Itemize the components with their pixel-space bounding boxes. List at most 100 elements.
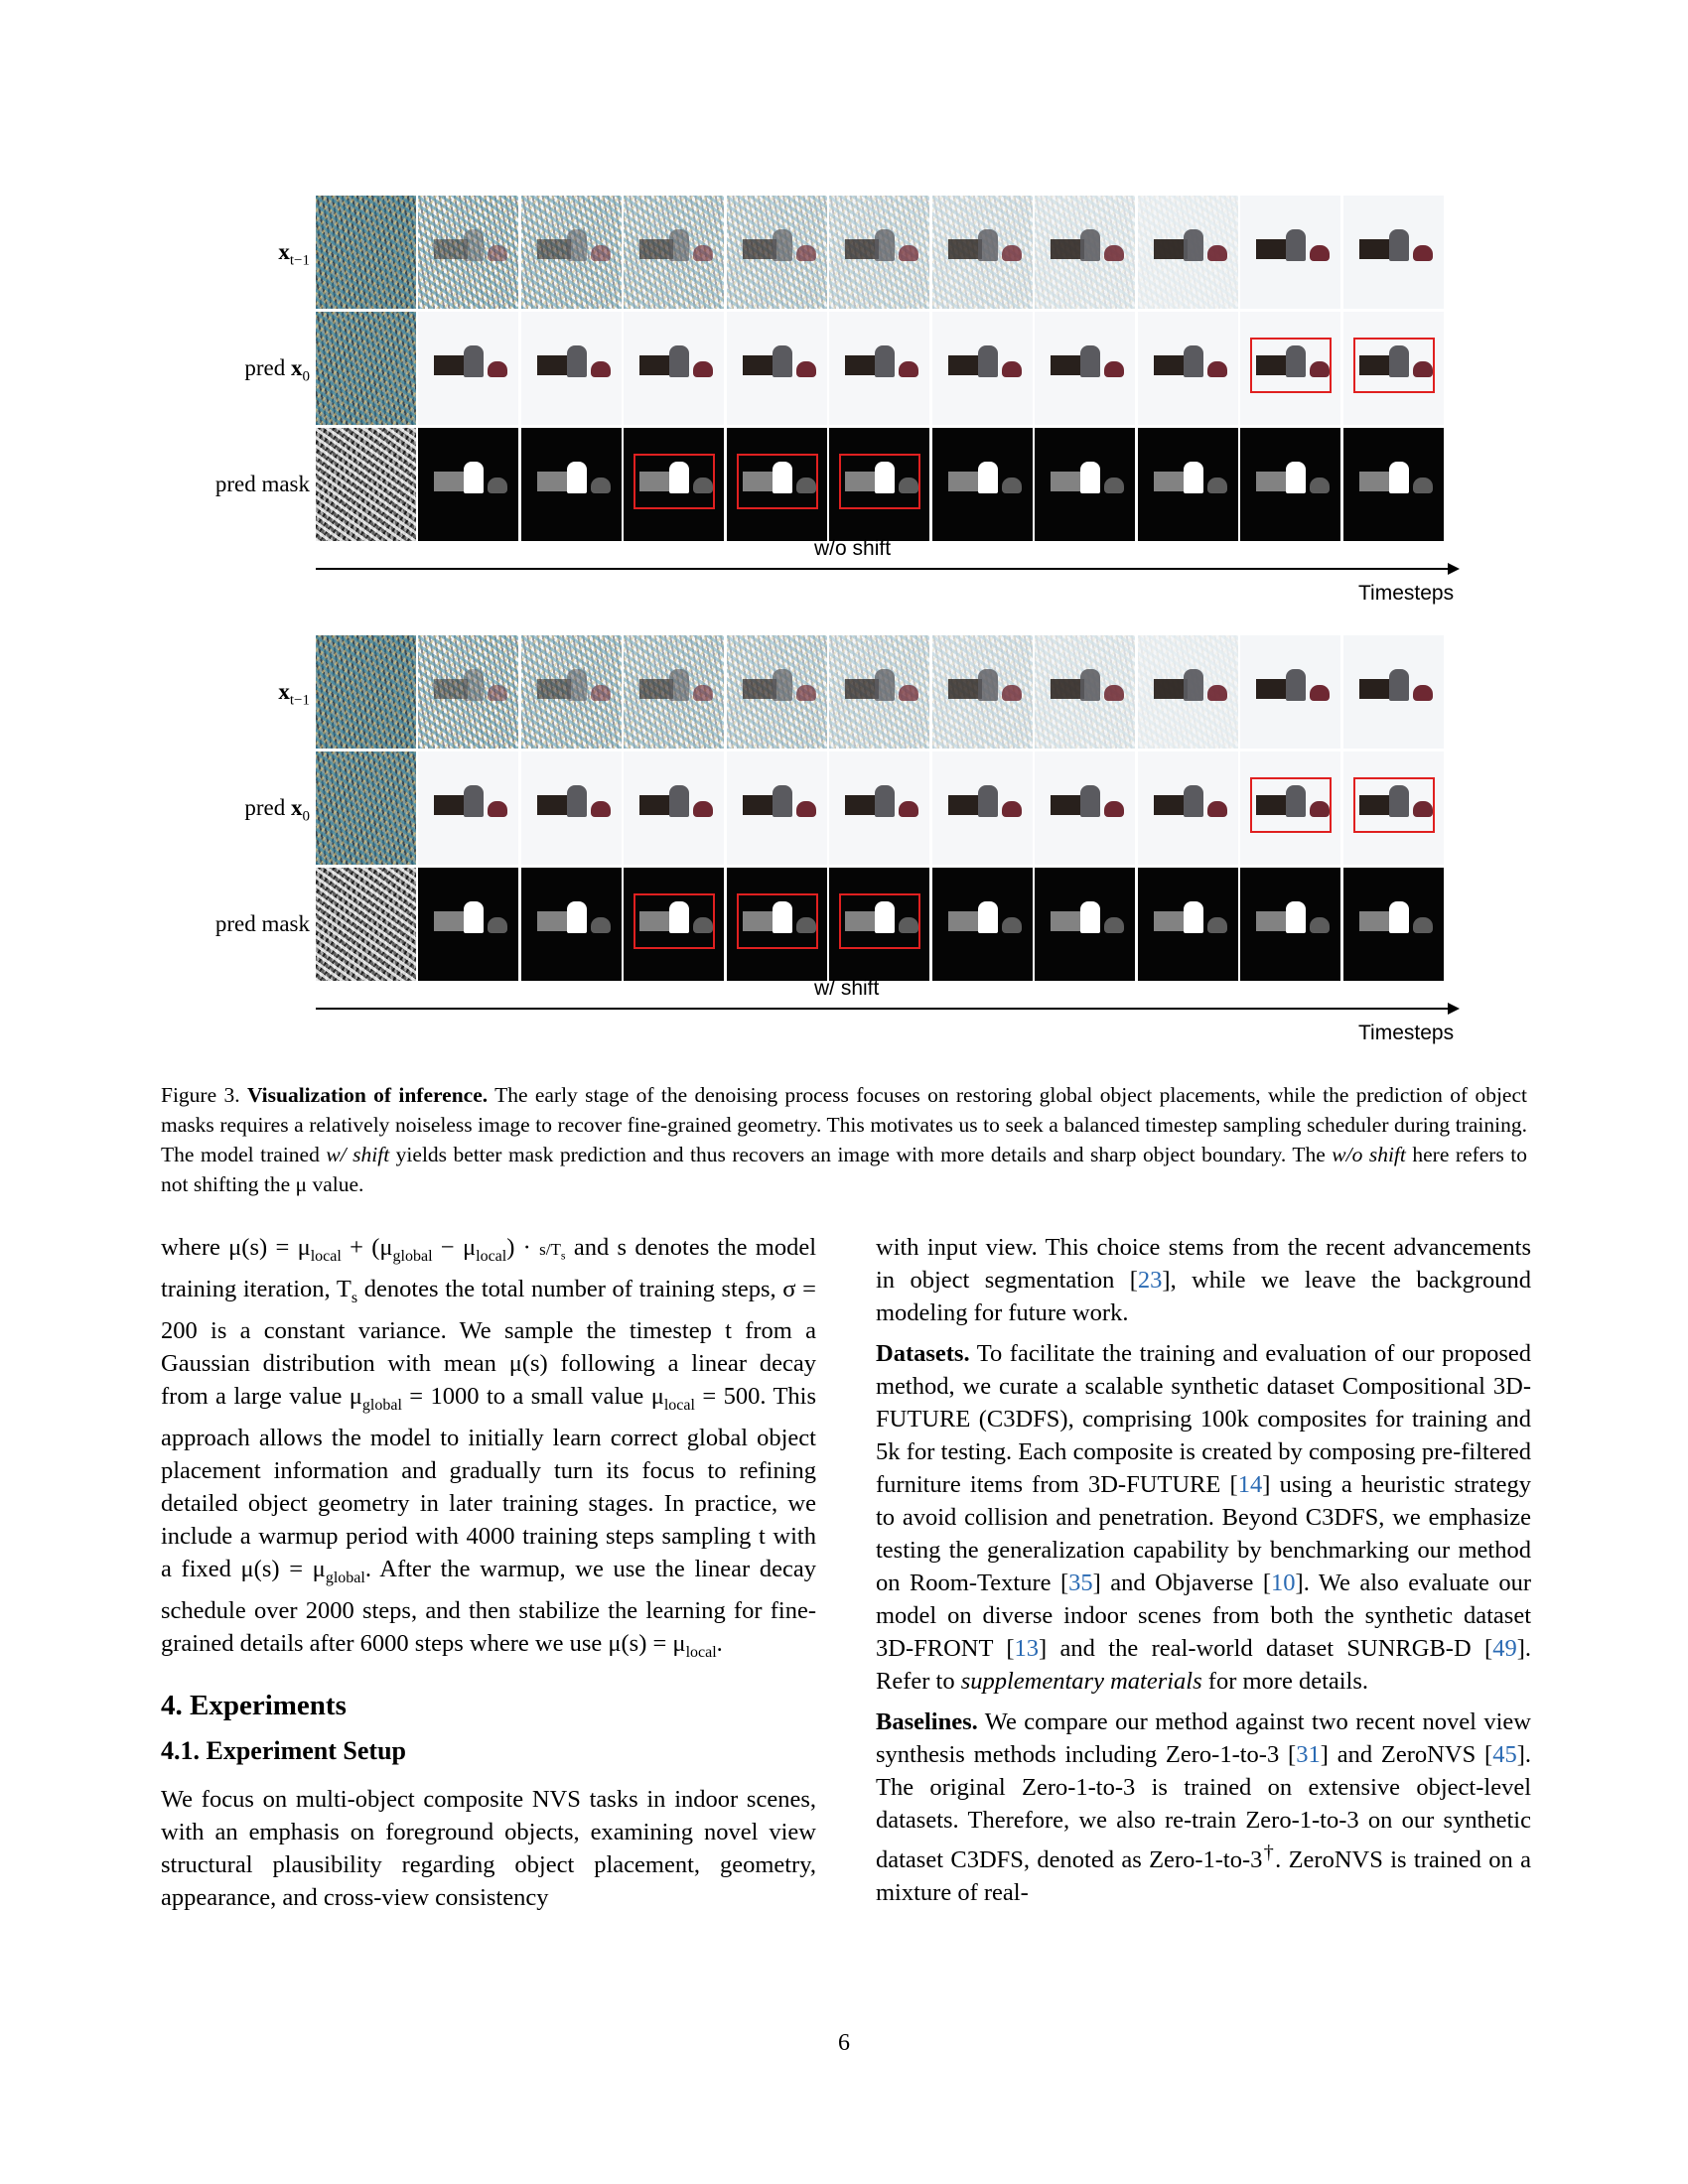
citation[interactable]: 14 bbox=[1237, 1471, 1263, 1498]
ottoman-object bbox=[1002, 478, 1022, 493]
text: ]. The original Zero-1-to-3 is trained o… bbox=[876, 1741, 1531, 1874]
ottoman-object bbox=[488, 478, 507, 493]
figure-caption: Figure 3. Visualization of inference. Th… bbox=[161, 1080, 1527, 1199]
row-label-xt: xt−1 bbox=[278, 679, 310, 709]
chair-object bbox=[1389, 345, 1409, 377]
image-tile bbox=[1343, 196, 1444, 309]
chair-object bbox=[1286, 229, 1306, 261]
image-tile bbox=[624, 312, 724, 425]
text: ]. Refer to bbox=[876, 1635, 1531, 1695]
citation[interactable]: 10 bbox=[1271, 1570, 1296, 1596]
chair-object bbox=[1389, 229, 1409, 261]
ottoman-object bbox=[796, 478, 816, 493]
highlight-box bbox=[1353, 777, 1435, 833]
ottoman-object bbox=[591, 685, 611, 701]
image-tile bbox=[1138, 868, 1238, 981]
caption-body: The early stage of the denoising process… bbox=[161, 1083, 1527, 1166]
ottoman-object bbox=[1413, 245, 1433, 261]
table-object bbox=[743, 355, 776, 375]
text: and s denotes the model training iterati… bbox=[161, 1234, 817, 1302]
image-tile bbox=[727, 312, 827, 425]
table-object bbox=[639, 911, 673, 931]
text: . After the warmup, we use the linear de… bbox=[161, 1555, 817, 1657]
chair-object bbox=[1389, 785, 1409, 817]
ottoman-object bbox=[1207, 245, 1227, 261]
chair-object bbox=[1184, 785, 1203, 817]
ottoman-object bbox=[1104, 685, 1124, 701]
image-tile bbox=[1035, 751, 1135, 865]
right-column: with input view. This choice stems from … bbox=[876, 1231, 1531, 1909]
table-object bbox=[537, 795, 571, 815]
chair-object bbox=[1184, 901, 1203, 933]
text: = 500. This approach allows the model to… bbox=[161, 1382, 816, 1582]
image-tile bbox=[521, 196, 622, 309]
image-tile bbox=[1343, 635, 1444, 749]
image-tile bbox=[1240, 312, 1340, 425]
image-tile bbox=[829, 751, 929, 865]
highlight-box bbox=[1353, 338, 1435, 393]
ottoman-object bbox=[1413, 478, 1433, 493]
image-tile bbox=[1240, 428, 1340, 541]
caption-title: Visualization of inference. bbox=[246, 1083, 489, 1107]
table-object bbox=[948, 911, 982, 931]
image-tile bbox=[418, 868, 518, 981]
image-tile bbox=[316, 312, 416, 425]
table-object bbox=[434, 679, 468, 699]
ottoman-object bbox=[1310, 361, 1330, 377]
chair-object bbox=[875, 669, 895, 701]
chair-object bbox=[978, 669, 998, 701]
ottoman-object bbox=[591, 478, 611, 493]
text: with input view. This choice stems from … bbox=[876, 1234, 1531, 1294]
chair-object bbox=[1080, 785, 1100, 817]
chair-object bbox=[773, 462, 792, 493]
highlight-box bbox=[839, 893, 920, 949]
citation[interactable]: 23 bbox=[1137, 1267, 1163, 1294]
table-object bbox=[434, 355, 468, 375]
image-tile bbox=[829, 868, 929, 981]
image-tile bbox=[932, 635, 1033, 749]
row-label-pred: pred x0 bbox=[244, 795, 310, 825]
chair-object bbox=[1184, 669, 1203, 701]
table-object bbox=[1359, 679, 1393, 699]
ottoman-object bbox=[1207, 917, 1227, 933]
left-paragraph-2: We focus on multi-object composite NVS t… bbox=[161, 1786, 816, 1912]
table-object bbox=[1359, 239, 1393, 259]
citation[interactable]: 13 bbox=[1014, 1635, 1040, 1662]
table-object bbox=[537, 679, 571, 699]
chair-object bbox=[567, 229, 587, 261]
chair-object bbox=[1286, 462, 1306, 493]
citation[interactable]: 49 bbox=[1492, 1635, 1517, 1662]
citation[interactable]: 45 bbox=[1492, 1741, 1517, 1768]
image-tile bbox=[829, 635, 929, 749]
text: where μ(s) = μ bbox=[161, 1234, 311, 1261]
table-object bbox=[948, 239, 982, 259]
image-tile bbox=[1035, 868, 1135, 981]
ottoman-object bbox=[1310, 685, 1330, 701]
table-object bbox=[743, 472, 776, 491]
timestep-axis bbox=[316, 563, 1460, 575]
ottoman-object bbox=[1310, 478, 1330, 493]
highlight-box bbox=[633, 454, 715, 509]
table-object bbox=[743, 911, 776, 931]
chair-object bbox=[567, 462, 587, 493]
image-tile bbox=[521, 635, 622, 749]
image-tile bbox=[1240, 868, 1340, 981]
text: for more details. bbox=[1201, 1668, 1369, 1695]
ottoman-object bbox=[796, 685, 816, 701]
text: denotes the total number of training ste… bbox=[161, 1275, 816, 1410]
highlight-box bbox=[1250, 777, 1332, 833]
axis-label: w/ shift bbox=[814, 977, 880, 1000]
ottoman-object bbox=[693, 361, 713, 377]
highlight-box bbox=[737, 454, 818, 509]
ottoman-object bbox=[693, 801, 713, 817]
table-object bbox=[1256, 239, 1290, 259]
image-tile bbox=[316, 751, 416, 865]
citation[interactable]: 35 bbox=[1068, 1570, 1093, 1596]
ottoman-object bbox=[488, 361, 507, 377]
citation[interactable]: 31 bbox=[1296, 1741, 1321, 1768]
table-object bbox=[1051, 911, 1084, 931]
chair-object bbox=[567, 669, 587, 701]
axis-end-label: Timesteps bbox=[1358, 582, 1455, 605]
text: ] and ZeroNVS [ bbox=[1320, 1741, 1493, 1768]
chair-object bbox=[773, 345, 792, 377]
